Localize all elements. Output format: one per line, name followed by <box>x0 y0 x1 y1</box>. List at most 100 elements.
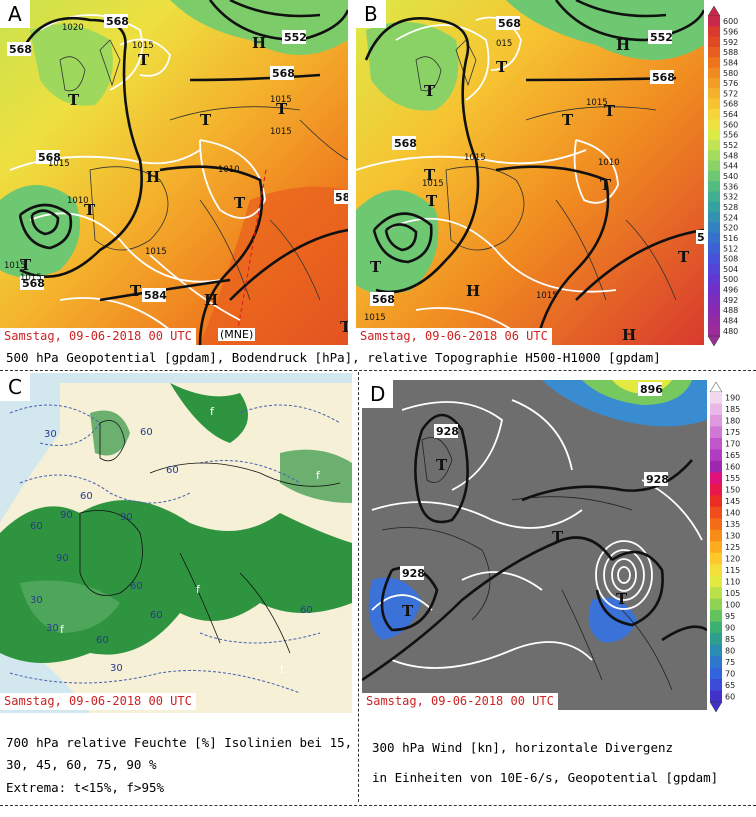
colorbar-wind-swatch <box>710 437 722 450</box>
colorbar-wind-tick-label: 110 <box>725 577 740 586</box>
colorbar-wind-tick-label: 120 <box>725 554 740 563</box>
map-a-geopotential-label: 568 <box>38 151 61 164</box>
map-d-geopotential-label: 928 <box>402 567 425 580</box>
map-b-system-marker: T <box>600 176 612 194</box>
colorbar-wind-swatch <box>710 667 722 680</box>
colorbar-wind-tick-label: 85 <box>725 635 735 644</box>
colorbar-geopotential-tick-label: 488 <box>723 306 738 315</box>
map-b-systems: T H T T T T T T T H T H <box>370 36 690 344</box>
colorbar-geopotential-tick-label: 516 <box>723 234 738 243</box>
colorbar-wind-tick-label: 65 <box>725 681 735 690</box>
colorbar-geopotential: 600 596 592 588 584 580 576 572 568 564 560 556 552 5… <box>706 4 754 348</box>
map-a-system-marker: T <box>276 100 288 118</box>
map-c-humid-area-north <box>170 383 248 443</box>
map-a-systems: T T T T T T H H H T T T <box>20 34 348 336</box>
colorbar-geopotential-tick-label: 524 <box>723 213 738 222</box>
map-a-system-marker: T <box>84 201 96 219</box>
colorbar-geopotential-tick-label: 560 <box>723 120 738 129</box>
caption-c-line3: Extrema: t<15%, f>95% <box>6 780 165 795</box>
map-a-system-marker: T <box>138 51 150 69</box>
caption-c-line2: 30, 45, 60, 75, 90 % <box>6 757 157 772</box>
colorbar-geopotential-tick-label: 556 <box>723 131 738 140</box>
colorbar-geopotential-tick-label: 536 <box>723 182 738 191</box>
map-a-pressure-label: 1015 <box>132 41 154 51</box>
map-b-system-marker: T <box>562 111 574 129</box>
colorbar-wind-tick-label: 160 <box>725 463 740 472</box>
map-b-system-marker: T <box>426 192 438 210</box>
map-d-background <box>362 380 707 710</box>
colorbar-geopotential-swatch <box>708 315 720 327</box>
colorbar-wind-swatch <box>710 460 722 473</box>
colorbar-wind-top-arrow <box>709 381 723 393</box>
map-b-system-marker: T <box>604 102 616 120</box>
map-a-geopotential-label: 584 <box>144 289 167 302</box>
colorbar-wind-tick-label: 170 <box>725 440 740 449</box>
map-c-coastlines <box>79 420 341 654</box>
map-a-green-area-uk <box>30 24 113 106</box>
colorbar-wind-tick-label: 60 <box>725 692 735 701</box>
colorbar-geopotential-tick-label: 508 <box>723 255 738 264</box>
map-a-pressure-label: 1010 <box>218 165 240 175</box>
map-panel-b: 568 552 568 568 568 5 015 1015 1015 1015… <box>356 0 704 345</box>
colorbar-wind-tick-label: 150 <box>725 486 740 495</box>
map-a-pressure-label: 1015 <box>270 127 292 137</box>
colorbar-geopotential-swatch <box>708 26 720 38</box>
map-c-humidity-label-group: 30 60 60 60 90 90 60 90 60 30 60 30 60 3… <box>30 427 313 674</box>
colorbar-geopotential-tick-label: 504 <box>723 265 738 274</box>
colorbar-wind-tick-label: 130 <box>725 532 740 541</box>
colorbar-wind-tick-label: 75 <box>725 658 735 667</box>
map-d-geopotential-label-group: 896 928 928 928 <box>400 382 669 580</box>
map-c-humidity-label: 30 <box>30 595 43 606</box>
caption-c-line1: 700 hPa relative Feuchte [%] Isolinien b… <box>6 735 353 750</box>
panel-c-letter: C <box>0 373 30 401</box>
map-a-pressure-label: 1010 <box>67 196 89 206</box>
map-c-extrema-marker: t <box>280 663 285 676</box>
map-a-pressure-label: 1015 <box>4 261 26 271</box>
colorbar-geopotential-swatch <box>708 243 720 254</box>
colorbar-geopotential-tick-label: 532 <box>723 193 738 202</box>
colorbar-geopotential-swatch <box>708 77 720 89</box>
map-a-geopotential-label: 568 <box>22 277 45 290</box>
colorbar-geopotential-tick-label: 528 <box>723 203 738 212</box>
panel-a-timestamp: Samstag, 09-06-2018 00 UTC <box>0 328 196 345</box>
colorbar-geopotential-swatch <box>708 36 720 48</box>
map-b-canvas: 568 552 568 568 568 5 015 1015 1015 1015… <box>356 0 704 345</box>
colorbar-geopotential-swatch <box>708 305 720 316</box>
map-c-isolines <box>9 404 341 694</box>
map-b-system-marker: T <box>370 258 382 276</box>
colorbar-wind-swatch <box>710 679 722 692</box>
map-c-humidity-label: 90 <box>120 512 133 523</box>
colorbar-wind-swatch <box>710 552 722 565</box>
colorbar-wind-swatch <box>710 518 722 531</box>
panel-a-letter: A <box>0 0 30 28</box>
map-d-geopotential-label: 928 <box>436 425 459 438</box>
map-c-humidity-label: 60 <box>140 427 153 438</box>
map-b-geopotential-label: 568 <box>652 71 675 84</box>
map-a-system-marker: H <box>204 291 218 309</box>
colorbar-geopotential-tick-label: 540 <box>723 172 738 181</box>
map-c-extrema-marker: f <box>210 405 215 418</box>
map-b-system-marker: H <box>466 282 480 300</box>
colorbar-geopotential-swatch <box>708 129 720 141</box>
map-b-pressure-label-group: 015 1015 1015 1015 1010 1015 1015 <box>364 39 620 323</box>
colorbar-geopotential-swatch <box>708 119 720 131</box>
map-d-geopotential-contours <box>362 413 707 682</box>
map-a-pressure-label: 1020 <box>62 23 84 33</box>
map-a-geopotential-label: 58 <box>335 191 348 204</box>
colorbar-wind-tick-label: 140 <box>725 509 740 518</box>
colorbar-geopotential-swatch <box>708 67 720 79</box>
colorbar-wind-tick-label: 125 <box>725 543 740 552</box>
map-a-geopotential-label: 552 <box>284 31 307 44</box>
colorbar-geopotential-tick-label: 564 <box>723 110 738 119</box>
colorbar-geopotential-swatch <box>708 139 720 151</box>
colorbar-wind-bottom-arrow <box>709 701 723 713</box>
colorbar-geopotential-tick-label: 592 <box>723 38 738 47</box>
map-b-pressure-label: 1015 <box>586 98 608 108</box>
map-panel-c: 30 60 60 60 90 90 60 90 60 30 60 30 60 3… <box>0 373 352 713</box>
colorbar-geopotential-tick-label: 500 <box>723 275 738 284</box>
panel-d-timestamp: Samstag, 09-06-2018 00 UTC <box>362 693 558 710</box>
colorbar-wind-tick-label: 185 <box>725 405 740 414</box>
colorbar-geopotential-swatch <box>708 150 720 162</box>
colorbar-geopotential-swatch <box>708 274 720 285</box>
map-d-system-marker: T <box>552 528 564 546</box>
